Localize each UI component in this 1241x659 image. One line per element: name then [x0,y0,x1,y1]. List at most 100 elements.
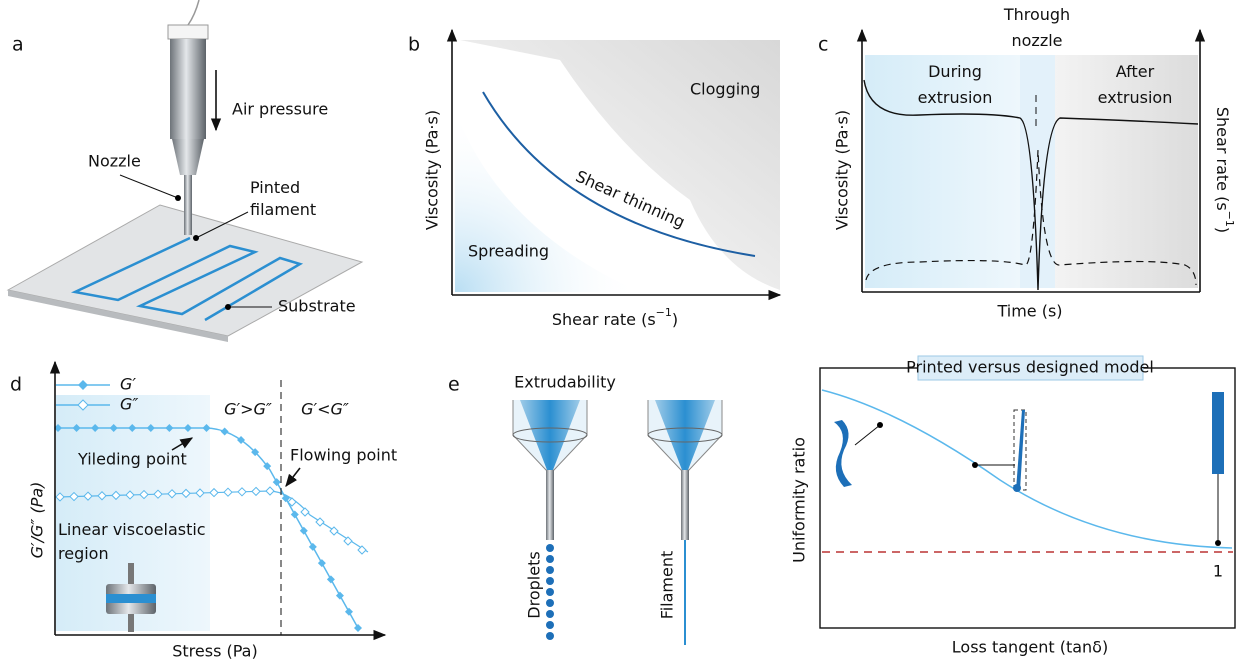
text: Linear viscoelastic [58,520,206,539]
text: extrusion [1098,88,1173,107]
annotation: G′>G″ [224,400,272,419]
marker [109,424,118,432]
phase-label: After extrusion [1098,62,1173,107]
marker [69,491,79,502]
marker [181,488,191,499]
text: Pinted [250,178,300,197]
marker [251,448,260,457]
marker [546,599,554,607]
marker [83,491,93,501]
marker [546,588,554,596]
marker [335,591,344,600]
annotation: G′<G″ [301,400,349,419]
marker [251,486,261,497]
marker [209,487,219,498]
marker [290,510,299,519]
marker [223,487,233,497]
panel-label: e [448,374,460,396]
annotation: 1 [1213,562,1223,581]
axis-label: G′/G″ (Pa) [28,482,47,559]
marker [237,436,246,445]
annotation: Filament [658,551,677,620]
axis-label: Viscosity (Pa·s) [423,110,442,230]
text: −1 [1223,211,1236,227]
annotation: Substrate [278,297,356,316]
panel-b: b Viscosity (Pa·s) Shear rate (s−1) Clog… [408,28,782,329]
panel-f: Printed versus designed model Uniformity… [790,355,1236,657]
marker [146,424,155,432]
marker [165,424,174,432]
text: −1 [656,306,672,319]
marker [546,555,554,563]
annotation: Linear viscoelastic region [58,520,206,563]
marker [128,424,137,432]
marker [315,517,325,527]
marker [357,545,367,555]
annotation: Nozzle [88,152,141,171]
marker [326,575,335,584]
marker [111,490,121,501]
marker [55,492,65,502]
text: Through [1003,5,1070,24]
marker [237,487,247,497]
marker [91,424,100,432]
axis-label: Time (s) [996,302,1062,321]
marker [354,624,362,632]
axis-label: Loss tangent (tanδ) [952,638,1108,657]
marker [287,497,297,507]
text: ) [1214,227,1233,233]
marker [54,424,62,432]
text: extrusion [918,88,993,107]
axis-label: Viscosity (Pa·s) [833,110,852,230]
marker [263,462,272,471]
text: region [58,544,109,563]
phase-label: During extrusion [918,62,993,107]
marker [308,542,317,551]
panel-label: c [818,34,828,56]
marker [281,494,290,503]
annotation: Air pressure [232,100,328,119]
text: Shear rate (s [552,310,656,329]
panel-a: a Air pressure Nozzle Pinted filament Sub… [6,0,364,342]
region-label: Spreading [468,242,549,261]
axis-label: Stress (Pa) [172,642,257,659]
marker [125,490,135,500]
marker [153,489,163,499]
annotation: Yileding point [77,450,187,469]
marker [546,632,554,640]
marker [344,607,353,616]
text: Shear rate (s [1214,107,1233,211]
marker [546,566,554,574]
marker [220,427,229,436]
text: ) [672,310,678,329]
marker [97,491,107,501]
panel-d: d G′ G″ G′/G″ (Pa) Stress (Pa) G′>G″ G′<… [10,360,397,659]
text: filament [250,200,316,219]
axis-label: Shear rate (s−1) [552,306,678,329]
marker [272,478,281,487]
legend-label: G″ [120,395,138,414]
marker [329,526,339,536]
annotation: Droplets [525,551,544,618]
region-label: Clogging [690,80,760,99]
marker [202,424,211,433]
annotation: Pinted filament [250,178,316,219]
marker [183,424,192,432]
axis-label: Uniformity ratio [790,437,809,563]
text: After [1116,62,1155,81]
annotation: Flowing point [290,446,397,465]
marker [299,526,308,535]
axis-label: Shear rate (s−1) [1214,107,1237,233]
marker [265,486,275,496]
marker [317,559,326,568]
marker [546,610,554,618]
panel-c: c Viscosity (Pa·s) Shear rate (s−1) Time… [818,5,1236,321]
panel-label: d [10,374,22,396]
marker [300,507,310,517]
panel-label: a [12,34,24,56]
marker [72,424,81,432]
panel-e: e Extrudability Droplets Filament [448,373,723,645]
title: Extrudability [514,373,616,392]
legend-label: G′ [120,375,136,394]
